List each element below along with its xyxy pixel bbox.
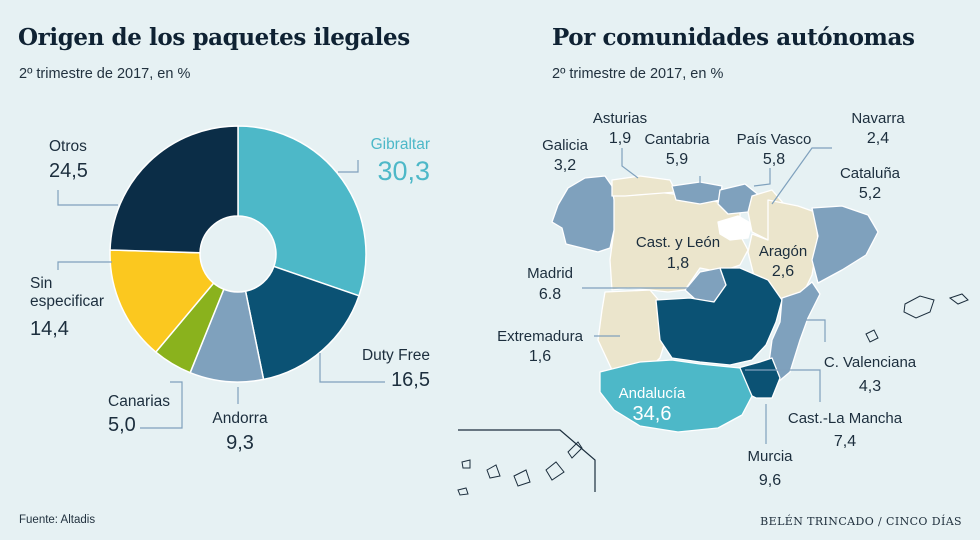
region-castilla-la-mancha	[655, 267, 783, 366]
donut-slice-gibraltar	[237, 125, 367, 297]
source-note: Fuente: Altadis	[19, 514, 96, 526]
map-value-asturias: 1,9	[608, 130, 632, 147]
island-canary-6	[567, 441, 583, 459]
leader-pais-vasco	[753, 168, 771, 187]
right-subtitle: 2º trimestre de 2017, en %	[552, 66, 724, 82]
donut-label-otros: Otros	[49, 138, 87, 155]
map-value-galicia: 3,2	[553, 157, 577, 174]
canary-islands	[457, 441, 583, 496]
donut-value-otros: 24,5	[49, 160, 88, 182]
map-label-cataluna: Cataluña	[839, 165, 901, 182]
leader-canarias	[140, 381, 183, 429]
leader-duty-free	[319, 353, 385, 383]
leader-gibraltar	[338, 160, 359, 173]
right-title: Por comunidades autónomas	[552, 24, 915, 51]
donut-slice-duty-free	[244, 265, 360, 381]
donut-label-andorra: Andorra	[212, 410, 268, 427]
donut-label-canarias: Canarias	[108, 393, 171, 410]
map-label-madrid: Madrid	[527, 265, 573, 282]
map-value-navarra: 2,4	[866, 130, 890, 147]
map-value-castilla-la-mancha: 7,4	[833, 433, 857, 450]
island-canary-1	[461, 459, 471, 469]
leader-asturias	[621, 148, 639, 179]
region-cantabria	[671, 181, 723, 205]
island-canary-3	[486, 464, 501, 479]
region-galicia	[551, 175, 615, 253]
island-canary-4	[513, 469, 531, 487]
donut-value-duty-free: 16,5	[391, 369, 430, 391]
island-canary-5	[545, 461, 565, 481]
map-label-galicia: Galicia	[542, 137, 588, 154]
map-value-cantabria: 5,9	[665, 151, 689, 168]
left-title: Origen de los paquetes ilegales	[18, 24, 410, 51]
leader-c-valenciana	[800, 319, 826, 342]
island-ibiza	[865, 329, 879, 343]
map-label-castilla-y-leon: Cast. y León	[635, 234, 721, 251]
donut-value-andorra: 9,3	[226, 432, 254, 454]
map-value-aragon: 2,6	[771, 263, 795, 280]
map-value-extremadura: 1,6	[528, 348, 552, 365]
map-label-castilla-la-mancha: Cast.-La Mancha	[787, 410, 903, 427]
map-value-pais-vasco: 5,8	[762, 151, 786, 168]
donut-label-sin-especificar: Sin especificar	[30, 275, 105, 310]
map-label-pais-vasco: País Vasco	[736, 131, 812, 148]
donut-label-gibraltar: Gibraltar	[370, 136, 430, 153]
balearic-islands	[865, 293, 969, 343]
region-c-valenciana	[767, 281, 821, 383]
region-andalucia	[599, 359, 753, 433]
island-menorca	[948, 293, 969, 305]
map-label-asturias: Asturias	[592, 110, 648, 127]
donut-label-duty-free: Duty Free	[361, 347, 430, 364]
map-value-c-valenciana: 4,3	[858, 378, 882, 395]
map-label-aragon: Aragón	[758, 243, 808, 260]
canary-inset-frame	[458, 429, 596, 492]
map-value-castilla-y-leon: 1,8	[666, 255, 690, 272]
donut-slices	[109, 125, 367, 383]
leader-sin-especificar	[57, 261, 112, 270]
island-mallorca	[903, 295, 935, 319]
left-subtitle: 2º trimestre de 2017, en %	[19, 66, 191, 82]
region-asturias	[611, 175, 677, 197]
credit-line: BELÉN TRINCADO / CINCO DÍAS	[760, 515, 962, 528]
map-value-andalucia: 34,6	[632, 403, 672, 425]
map-value-madrid: 6.8	[538, 286, 562, 303]
donut-value-canarias: 5,0	[108, 414, 136, 436]
map-value-cataluna: 5,2	[858, 185, 882, 202]
map-label-c-valenciana: C. Valenciana	[823, 354, 917, 371]
map-label-murcia: Murcia	[747, 448, 793, 465]
donut-slice-otros	[109, 125, 239, 254]
leader-otros	[57, 190, 118, 206]
map-label-navarra: Navarra	[851, 110, 905, 127]
leader-navarra	[771, 147, 832, 205]
island-canary-2	[457, 487, 469, 496]
region-cataluna	[811, 205, 879, 284]
donut-slice-sin-especificar	[109, 249, 215, 354]
region-la-rioja	[717, 215, 753, 241]
donut-value-gibraltar: 30,3	[377, 156, 430, 186]
leader-cast-la-mancha	[745, 369, 821, 402]
map-label-cantabria: Cantabria	[644, 131, 710, 148]
map-label-andalucia: Andalucía	[618, 385, 686, 402]
donut-leader-lines	[57, 160, 385, 429]
map-leader-lines	[582, 147, 832, 444]
map-value-murcia: 9,6	[758, 472, 782, 489]
map-label-extremadura: Extremadura	[497, 328, 583, 345]
donut-value-sin-especificar: 14,4	[30, 318, 69, 340]
